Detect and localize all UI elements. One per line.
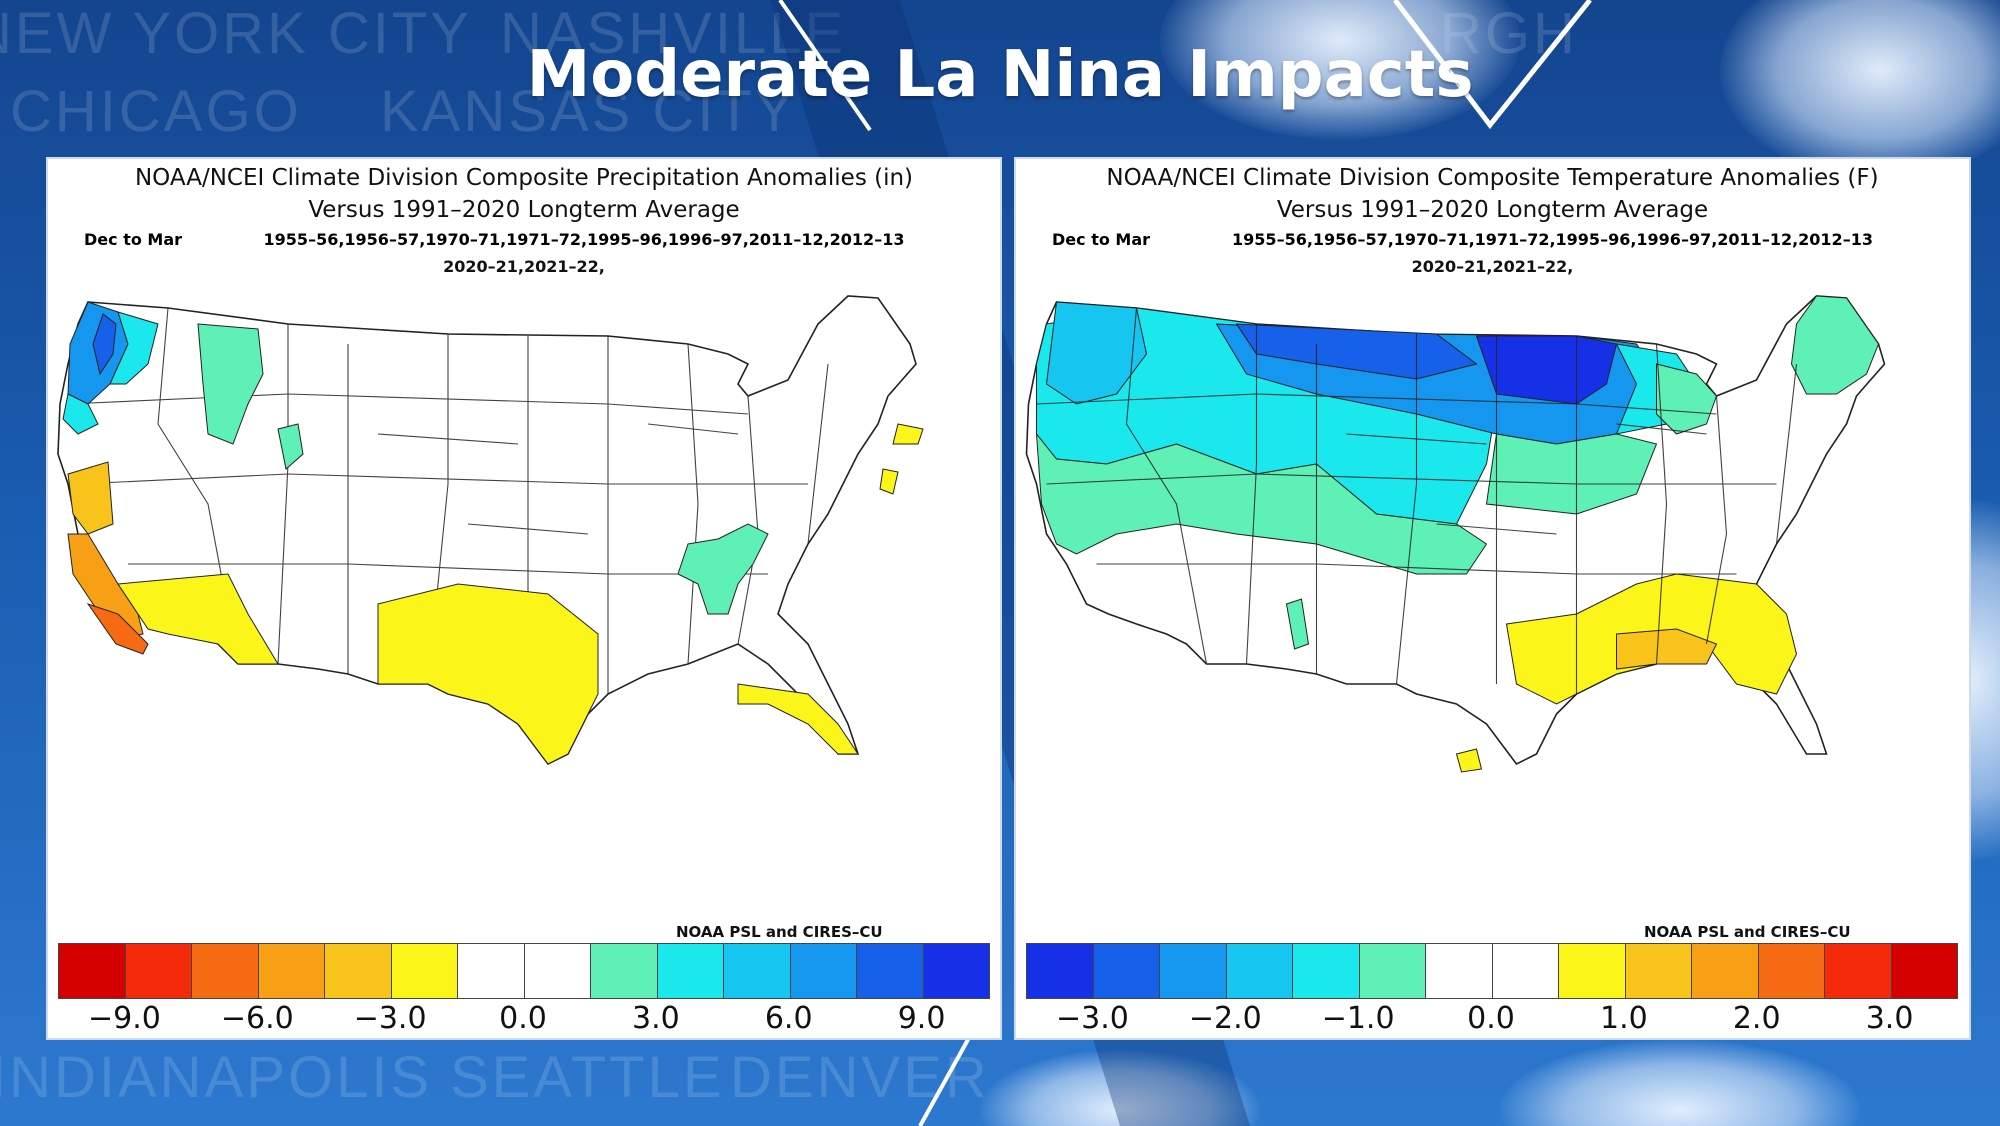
bg-city-chicago: CHICAGO: [10, 79, 302, 144]
scale-swatch: [1293, 944, 1360, 998]
bg-city-newyork: NEW YORK CITY: [0, 1, 472, 66]
scale-tick-label: 9.0: [897, 1001, 946, 1036]
years-line-1: 1955–56,1956–57,1970–71,1971–72,1995–96,…: [1232, 230, 1873, 249]
region-ohio-valley-wet: [677, 523, 769, 615]
anomaly-regions: [62, 301, 924, 765]
scale-swatch: [1891, 944, 1957, 998]
precipitation-map-panel: NOAA/NCEI Climate Division Composite Pre…: [46, 157, 1002, 1040]
scale-swatch: [724, 944, 791, 998]
scale-tick-label: −3.0: [1055, 1001, 1129, 1036]
temperature-scale-ticks: −3.0 −2.0 −1.0 0.0 1.0 2.0 3.0: [1026, 1001, 1956, 1036]
bg-city-kansascity: KANSAS CITY: [380, 79, 797, 144]
region-mid-atlantic-dry: [879, 468, 899, 495]
scale-swatch: [391, 944, 458, 998]
scale-tick-label: −2.0: [1188, 1001, 1262, 1036]
region-midwest-cool: [1485, 433, 1658, 515]
precipitation-anomaly-map: [57, 295, 924, 766]
period-label: Dec to Mar: [1052, 230, 1151, 249]
scale-tick-label: 0.0: [1467, 1001, 1515, 1036]
scale-tick-label: 3.0: [631, 1001, 680, 1036]
region-or-coast: [62, 393, 99, 435]
scale-swatch: [1226, 944, 1293, 998]
scale-swatch: [1160, 944, 1227, 998]
bg-city-seattle: SEATTLE: [450, 1045, 725, 1110]
scale-swatch: [1825, 944, 1892, 998]
scale-tick-label: 3.0: [1865, 1001, 1914, 1036]
map-title: NOAA/NCEI Climate Division Composite Pre…: [134, 165, 914, 191]
temperature-color-scale: [1026, 943, 1958, 999]
scale-tick-label: −9.0: [87, 1001, 161, 1036]
scale-swatch: [325, 944, 392, 998]
climate-division-lines: [1036, 307, 1798, 694]
scale-tick-label: −1.0: [1321, 1001, 1395, 1036]
temperature-map-panel: NOAA/NCEI Climate Division Composite Tem…: [1014, 157, 1971, 1040]
map-title: NOAA/NCEI Climate Division Composite Tem…: [1106, 165, 1879, 191]
anomaly-regions: [1035, 295, 1880, 773]
years-line-1: 1955–56,1956–57,1970–71,1971–72,1995–96,…: [263, 230, 905, 249]
region-pacific-nw-wettest: [92, 313, 117, 376]
region-idaho-montana-wet: [197, 323, 264, 445]
scale-swatch: [258, 944, 325, 998]
scale-swatch: [790, 944, 857, 998]
region-south-texas-warm: [1455, 748, 1483, 773]
region-wyoming-wet: [277, 423, 304, 470]
scale-tick-label: 6.0: [764, 1001, 813, 1036]
scale-swatch: [1359, 944, 1426, 998]
bg-city-indianapolis: INDIANAPOLIS: [0, 1045, 433, 1110]
map-credit: NOAA PSL and CIRES–CU: [676, 923, 883, 941]
scale-swatch: [192, 944, 259, 998]
region-norcal-dry: [67, 461, 114, 535]
scale-swatch: [923, 944, 989, 998]
scale-tick-label: 1.0: [1599, 1001, 1648, 1036]
scale-swatch: [1492, 944, 1559, 998]
scale-swatch: [524, 944, 591, 998]
chevron: [1393, 0, 1592, 130]
years-line-2: 2020–21,2021–22,: [443, 257, 605, 276]
scale-swatch: [1625, 944, 1692, 998]
diagonal-line: [778, 0, 872, 132]
climate-division-lines: [67, 307, 829, 694]
map-subtitle: Versus 1991–2020 Longterm Average: [308, 197, 740, 223]
bg-city-denver: DENVER: [730, 1045, 990, 1110]
region-florida-dry: [737, 683, 859, 755]
temperature-anomaly-map: [1025, 295, 1886, 773]
slide-title: Moderate La Nina Impacts: [526, 38, 1474, 112]
scale-swatch: [1692, 944, 1759, 998]
scale-tick-label: −6.0: [220, 1001, 294, 1036]
map-subtitle: Versus 1991–2020 Longterm Average: [1276, 197, 1709, 223]
scale-swatch: [657, 944, 724, 998]
region-new-england-dry: [892, 423, 924, 445]
region-texas-dry: [377, 583, 599, 765]
region-new-mexico-cool: [1285, 598, 1310, 650]
precipitation-scale-ticks: −9.0 −6.0 −3.0 0.0 3.0 6.0 9.0: [58, 1001, 988, 1036]
scale-tick-label: 0.0: [499, 1001, 547, 1036]
period-label: Dec to Mar: [84, 230, 183, 249]
map-credit: NOAA PSL and CIRES–CU: [1644, 923, 1851, 941]
scale-tick-label: −3.0: [353, 1001, 427, 1036]
scale-swatch: [1426, 944, 1493, 998]
scale-tick-label: 2.0: [1732, 1001, 1781, 1036]
precipitation-color-scale: [58, 943, 990, 999]
scale-swatch: [59, 944, 126, 998]
region-wa-east: [109, 311, 159, 385]
scale-swatch: [125, 944, 192, 998]
region-southwest-dry: [117, 573, 279, 665]
years-line-2: 2020–21,2021–22,: [1411, 257, 1574, 276]
region-western-cool: [1035, 432, 1488, 575]
scale-swatch: [1758, 944, 1825, 998]
scale-swatch: [857, 944, 924, 998]
scale-swatch: [1559, 944, 1626, 998]
scale-swatch: [1093, 944, 1160, 998]
scale-swatch: [591, 944, 658, 998]
region-maine-cool: [1790, 295, 1880, 395]
region-georgia-warmer: [1616, 628, 1718, 670]
region-socal-driest: [86, 603, 149, 655]
region-michigan-cool: [1656, 363, 1718, 435]
scale-swatch: [458, 944, 525, 998]
scale-swatch: [1027, 944, 1094, 998]
region-cencal-dry: [67, 533, 144, 640]
